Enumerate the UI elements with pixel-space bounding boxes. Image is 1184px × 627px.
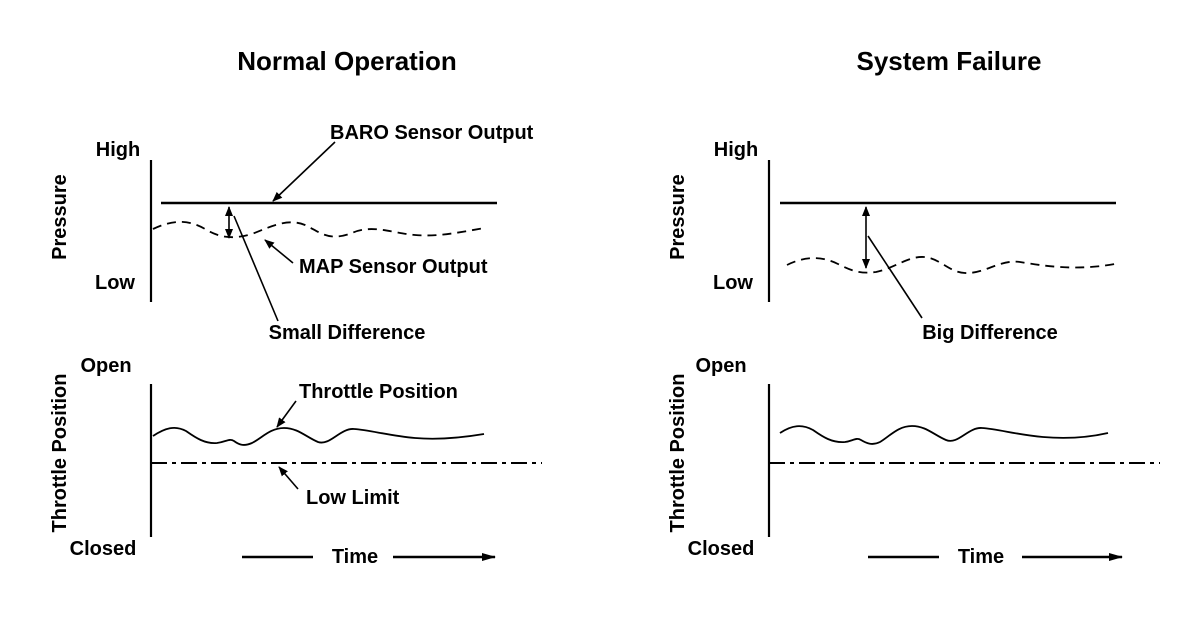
small-difference-leader bbox=[233, 215, 279, 322]
throttle-axis-title: Throttle Position bbox=[667, 374, 689, 533]
low-limit-leader-arrow bbox=[278, 466, 299, 490]
panel-title: Normal Operation bbox=[237, 46, 457, 76]
panel-system-failure: System Failure High Low Pressure Big Dif… bbox=[667, 46, 1160, 568]
throttle-chart: Open Closed Throttle Position Throttle P… bbox=[49, 355, 542, 560]
baro-leader-arrow bbox=[272, 141, 336, 202]
map-sensor-curve bbox=[152, 220, 486, 239]
throttle-open-label: Open bbox=[80, 355, 131, 377]
map-leader-arrow bbox=[264, 239, 294, 264]
pressure-high-label: High bbox=[714, 139, 758, 161]
throttle-position-curve bbox=[152, 426, 485, 446]
time-label: Time bbox=[958, 546, 1004, 568]
throttle-axis-title: Throttle Position bbox=[49, 374, 71, 533]
time-label: Time bbox=[332, 546, 378, 568]
pressure-axis-title: Pressure bbox=[667, 174, 689, 260]
big-difference-leader bbox=[867, 235, 923, 319]
throttle-chart: Open Closed Throttle Position bbox=[667, 355, 1160, 560]
time-axis: Time bbox=[242, 546, 496, 568]
pressure-low-label: Low bbox=[713, 272, 753, 294]
panel-title: System Failure bbox=[857, 46, 1042, 76]
time-axis: Time bbox=[868, 546, 1123, 568]
big-difference-label: Big Difference bbox=[922, 322, 1058, 344]
pressure-high-label: High bbox=[96, 139, 140, 161]
pressure-low-label: Low bbox=[95, 272, 135, 294]
throttle-open-label: Open bbox=[695, 355, 746, 377]
throttle-leader-arrow bbox=[276, 400, 297, 428]
throttle-closed-label: Closed bbox=[70, 538, 137, 560]
baro-sensor-label: BARO Sensor Output bbox=[330, 122, 534, 144]
pressure-chart: High Low Pressure BARO Sensor Output MAP… bbox=[49, 122, 534, 344]
small-difference-label: Small Difference bbox=[269, 322, 426, 344]
throttle-position-label: Throttle Position bbox=[299, 381, 458, 403]
pressure-axis-title: Pressure bbox=[49, 174, 71, 260]
throttle-position-curve bbox=[779, 425, 1109, 445]
throttle-closed-label: Closed bbox=[688, 538, 755, 560]
map-sensor-curve bbox=[786, 256, 1116, 274]
pressure-chart: High Low Pressure Big Difference bbox=[667, 139, 1116, 344]
panel-normal-operation: Normal Operation High Low Pressure BARO … bbox=[49, 46, 542, 568]
map-sensor-label: MAP Sensor Output bbox=[299, 256, 488, 278]
low-limit-label: Low Limit bbox=[306, 487, 400, 509]
